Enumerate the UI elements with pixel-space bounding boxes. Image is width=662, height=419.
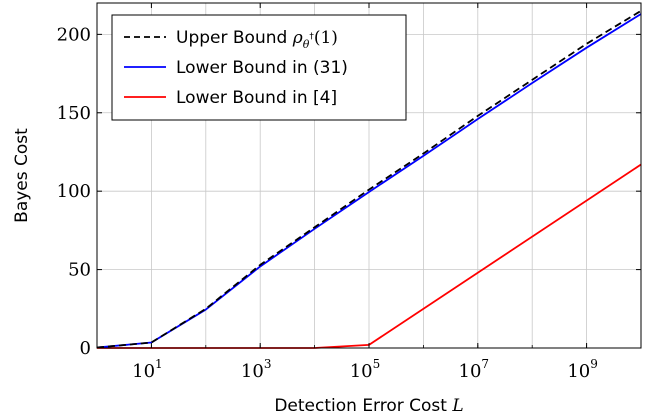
y-tick-label: 200 (57, 24, 91, 45)
legend-label-upper-bound: Upper Bound ρθ†(1) (176, 28, 338, 51)
x-tick-label: 107 (459, 357, 490, 382)
legend-label-lower-bound-31: Lower Bound in (31) (176, 58, 348, 78)
legend: Upper Bound ρθ†(1) Lower Bound in (31) L… (111, 14, 407, 121)
series-line-upper-bound (96, 10, 642, 349)
x-axis-label: Detection Error Cost L (274, 396, 463, 416)
legend-label-lower-bound-4: Lower Bound in [4] (176, 88, 337, 108)
x-tick-label: 105 (350, 357, 381, 382)
x-tick-label: 109 (567, 357, 598, 382)
ticks (96, 3, 642, 349)
y-tick-label: 100 (57, 181, 91, 202)
x-tick-label: 101 (132, 357, 163, 382)
x-tick-label: 103 (241, 357, 272, 382)
y-tick-label: 50 (68, 260, 91, 281)
series-line-lower-bound-31 (96, 13, 642, 349)
tick-labels: 101 103 105 107 109 0 50 100 150 200 (57, 24, 598, 382)
y-axis-label: Bayes Cost (12, 128, 32, 223)
y-tick-label: 150 (57, 103, 91, 124)
y-tick-label: 0 (80, 338, 91, 359)
